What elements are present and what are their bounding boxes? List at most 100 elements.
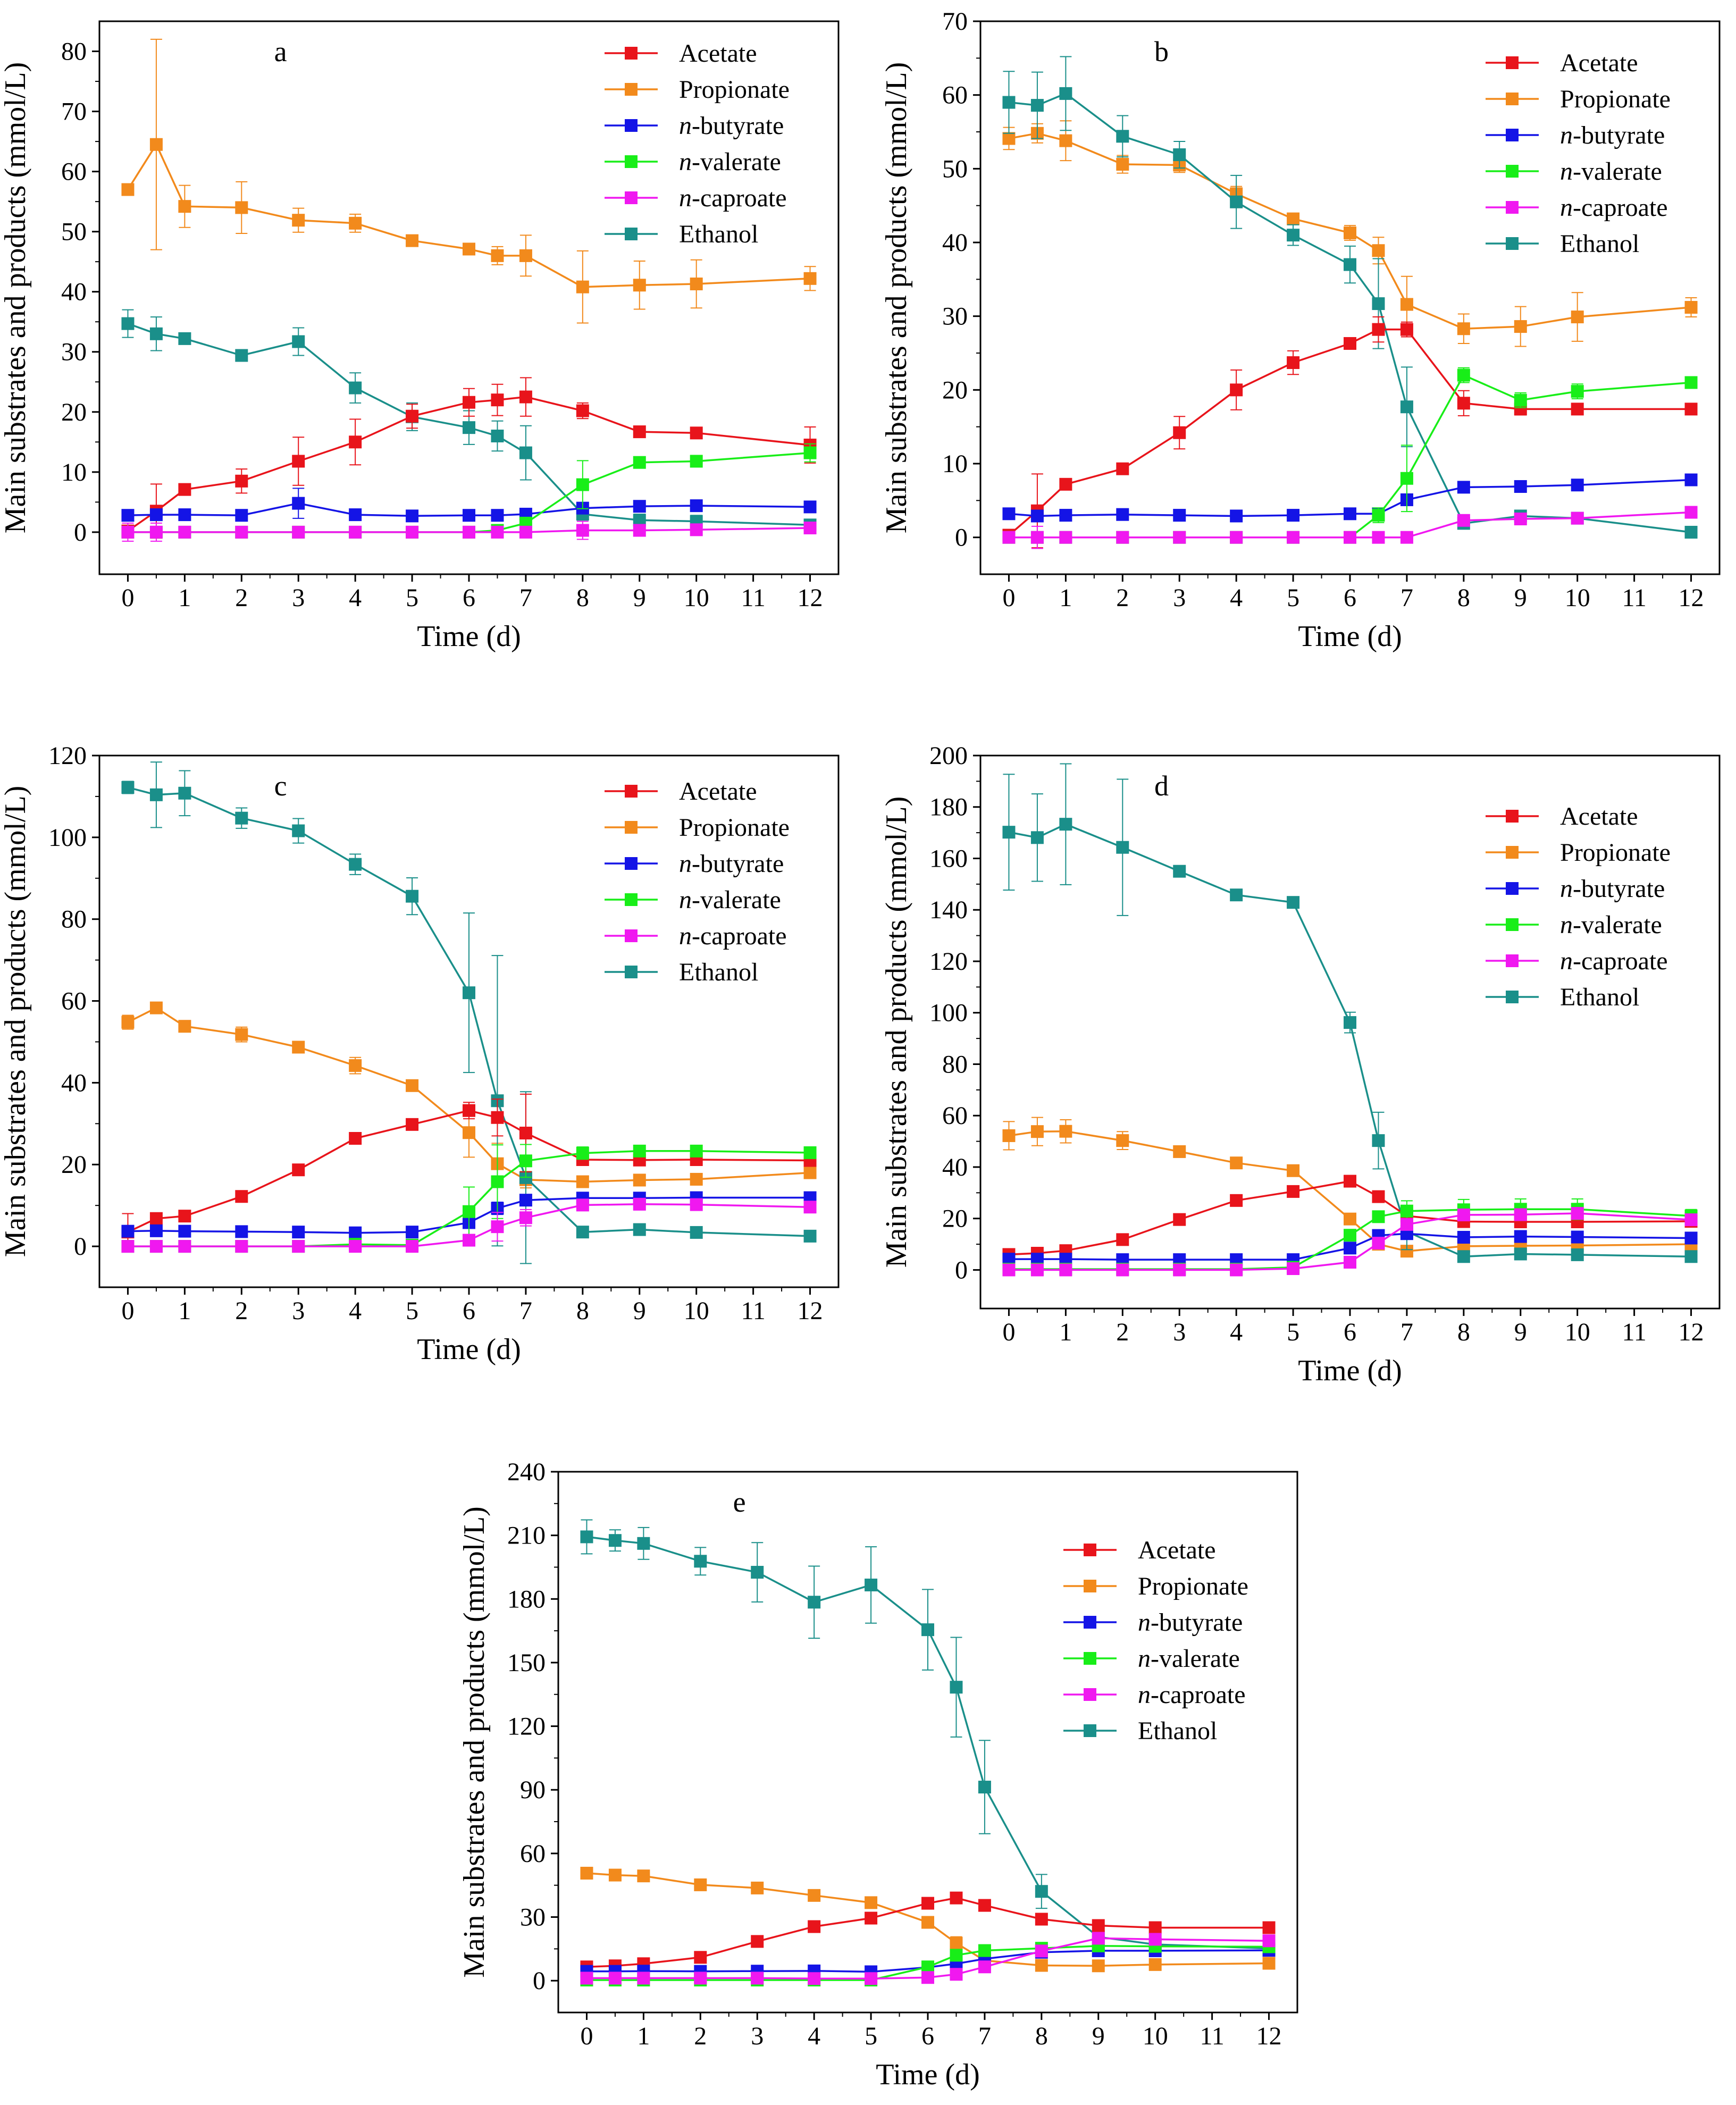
data-point-propionate [1002,1129,1016,1142]
legend-marker [1506,129,1519,141]
legend-item-valerate: n-valerate [1486,911,1662,939]
x-tick-label: 7 [1400,584,1413,612]
legend-label-prefix: n [679,922,692,950]
data-point-caproate [519,525,532,539]
data-point-caproate [519,1211,532,1225]
data-point-caproate [235,525,248,539]
data-point-caproate [633,1197,646,1211]
data-point-acetate [921,1897,934,1910]
series-line-caproate [128,527,810,533]
y-tick-label: 150 [507,1649,546,1677]
data-point-caproate [349,525,362,539]
data-point-caproate [1030,531,1044,544]
data-point-ethanol [694,1555,707,1568]
data-point-butyrate [178,508,191,522]
x-tick-label: 4 [349,1297,362,1325]
data-point-propionate [1262,1957,1276,1970]
y-axis-label: Main substrates and products (mmol/L) [880,62,913,534]
data-point-butyrate [463,509,475,522]
panel-e: 0 1 2 3 4 5 6 7 8 9 10 11 120306090120150180210240Ti… [458,1458,1298,2091]
data-point-caproate [1344,1255,1356,1269]
legend-label-prefix: n [679,886,692,914]
legend-label: n-caproate [1560,947,1668,975]
data-point-propionate [1287,212,1300,225]
data-point-caproate [1400,1218,1413,1231]
legend-label-prefix: n [1138,1608,1151,1637]
y-tick-label: 180 [929,793,968,821]
y-tick-label: 10 [61,458,87,487]
x-tick-label: 3 [292,584,305,612]
legend: AcetatePropionaten-butyraten-valeraten-c… [1486,49,1671,258]
data-point-ethanol [1173,865,1186,878]
data-point-propionate [349,1059,362,1072]
data-point-ethanol [121,317,135,330]
data-point-acetate [1287,356,1300,370]
data-point-butyrate [121,1225,135,1238]
y-tick-label: 210 [507,1522,546,1550]
series-ethanol [121,761,817,1264]
data-point-butyrate [1684,1231,1698,1245]
data-point-caproate [1400,531,1413,544]
data-point-butyrate [1571,479,1584,492]
data-point-butyrate [1514,1230,1527,1243]
data-point-acetate [519,1127,532,1139]
data-point-propionate [690,278,703,290]
y-tick-label: 20 [942,376,968,404]
data-point-caproate [1571,1207,1584,1220]
data-point-caproate [149,1240,163,1253]
y-tick-label: 50 [61,218,87,246]
legend: AcetatePropionaten-butyraten-valeraten-c… [1063,1536,1248,1745]
x-tick-label: 5 [865,2022,877,2050]
legend-label-prefix: n [679,184,692,212]
data-point-propionate [1230,1156,1243,1170]
series-line-acetate [1009,1180,1691,1256]
y-tick-label: 20 [61,398,87,426]
data-point-propionate [1035,1959,1048,1972]
data-point-propionate [1059,1125,1072,1138]
legend-marker [625,966,638,978]
x-tick-label: 10 [684,584,709,612]
x-tick-label: 10 [684,1297,709,1325]
data-point-valerate [1344,1229,1356,1242]
legend-item-propionate: Propionate [1063,1572,1248,1600]
legend-item-propionate: Propionate [605,814,790,842]
x-tick-label: 0 [1002,584,1015,612]
series-line-propionate [127,1007,810,1183]
x-tick-label: 0 [580,2022,593,2050]
data-point-acetate [1372,1190,1385,1203]
x-tick-label: 6 [1344,1318,1356,1346]
x-tick-label: 2 [1116,1318,1129,1346]
y-tick-label: 20 [61,1151,87,1179]
legend-label: Acetate [679,777,757,806]
data-point-propionate [921,1916,934,1929]
data-point-ethanol [519,446,532,459]
data-point-acetate [1372,323,1385,336]
data-point-ethanol [491,430,504,442]
x-tick-label: 3 [751,2022,764,2050]
data-point-caproate [1059,531,1072,544]
data-point-propionate [576,280,589,293]
series-line-acetate [586,1897,1269,1968]
legend-label-rest: -caproate [1573,194,1668,222]
data-point-ethanol [1571,1248,1584,1261]
data-point-ethanol [1684,525,1698,539]
data-point-caproate [1173,1263,1186,1277]
series-line-butyrate [1009,1232,1691,1261]
legend-item-caproate: n-caproate [1486,947,1668,975]
data-point-propionate [1173,1145,1186,1158]
y-tick-label: 100 [48,824,87,852]
data-point-ethanol [1002,96,1016,109]
legend-item-acetate: Acetate [1486,802,1638,831]
x-tick-label: 6 [463,1297,475,1325]
data-point-propionate [1344,226,1356,239]
legend: AcetatePropionaten-butyraten-valeraten-c… [1486,802,1671,1011]
data-point-butyrate [690,499,703,513]
data-point-caproate [1684,506,1698,519]
x-tick-label: 7 [1400,1318,1413,1346]
data-point-propionate [808,1889,821,1902]
data-point-caproate [1287,1262,1300,1276]
data-point-valerate [576,478,589,491]
legend-item-caproate: n-caproate [605,184,787,212]
series-line-caproate [1009,511,1691,539]
data-point-valerate [576,1146,589,1160]
